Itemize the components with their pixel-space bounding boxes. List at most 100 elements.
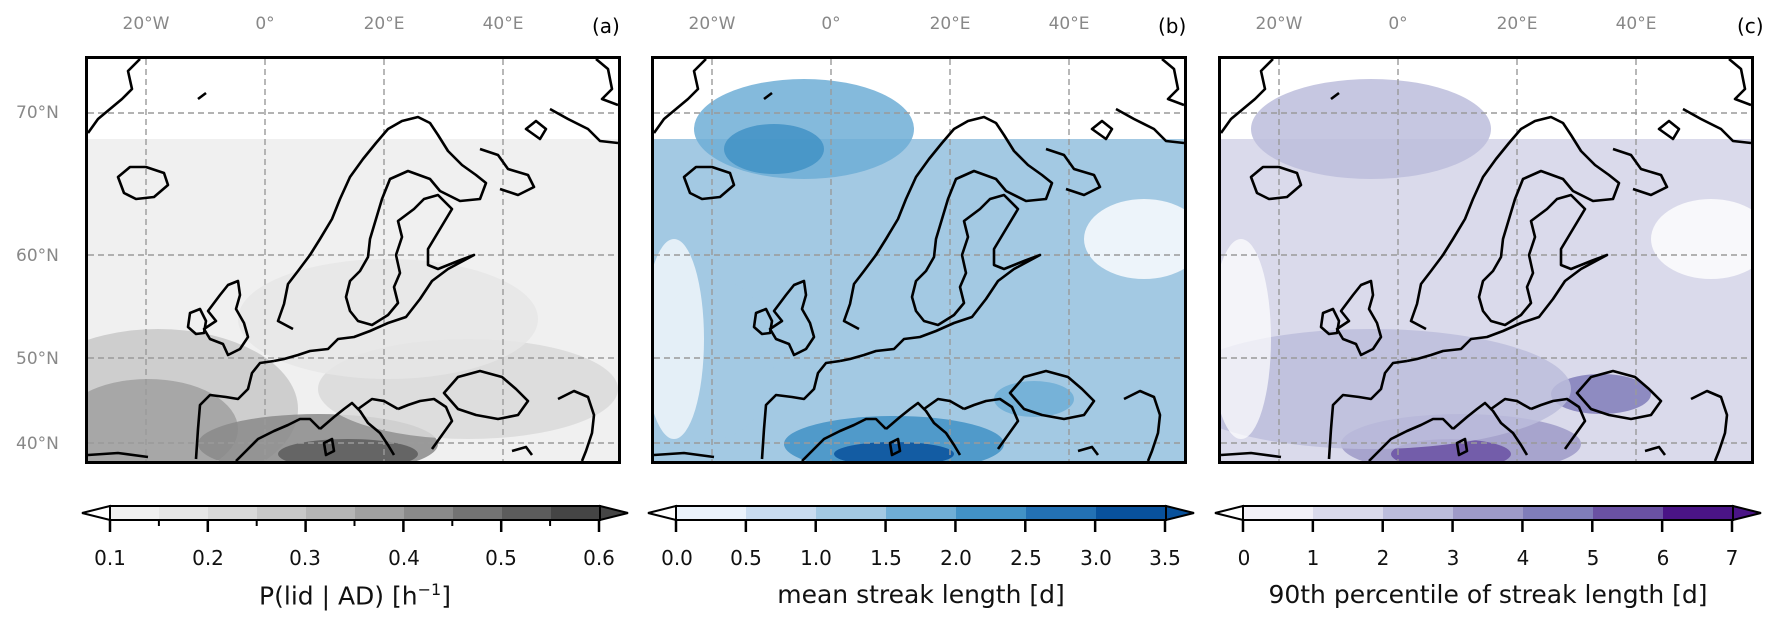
lon-label: 20°E: [929, 14, 971, 34]
colorbar-tick: 0.3: [289, 546, 321, 570]
coastline: [801, 417, 887, 461]
panel-b: 20°W 0° 20°E 40°E (b) 0.0 0.5 1.0 1.5 2.…: [566, 0, 1195, 635]
colorbar-outline: [1242, 505, 1734, 521]
coastline: [1690, 389, 1729, 461]
no-data-region: [1651, 199, 1751, 279]
coastline: [1221, 59, 1274, 134]
colorbar-outline: [675, 505, 1167, 521]
coastline: [1682, 107, 1751, 145]
lon-label: 40°E: [482, 14, 524, 34]
coastline: [963, 397, 1020, 450]
colorbar: [1214, 504, 1762, 532]
coastline: [682, 165, 736, 201]
colorbar-tick: 0.1: [94, 546, 126, 570]
coastline: [1530, 397, 1587, 450]
colorbar-extend-max: [1732, 504, 1762, 522]
colorbar-segment: [956, 506, 1027, 520]
no-data-region: [1221, 239, 1271, 439]
coastline: [1330, 91, 1340, 101]
colorbar-segment: [1026, 506, 1097, 520]
colorbar-tick: 1: [1306, 546, 1320, 570]
coastline: [397, 397, 454, 450]
coastline: [479, 147, 536, 197]
coastline: [1368, 417, 1454, 461]
map-field: [88, 59, 618, 461]
coastline: [1123, 389, 1162, 461]
coastline: [760, 359, 841, 460]
colorbar-tick: 3: [1446, 546, 1460, 570]
coastline: [1319, 307, 1341, 336]
colorbar-tick: 6: [1656, 546, 1670, 570]
coastline: [88, 451, 149, 459]
colorbar-label: mean streak length [d]: [777, 580, 1065, 609]
colorbar-tick: 0: [1237, 546, 1251, 570]
coastline: [273, 115, 488, 363]
field-region: [278, 439, 418, 461]
lon-label: 20°E: [363, 14, 405, 34]
colorbar-extend-min: [81, 504, 111, 522]
coastline: [1249, 165, 1303, 201]
colorbar-tick: 0.5: [485, 546, 517, 570]
colorbar-segment: [502, 506, 552, 520]
lat-label: 40°N: [16, 434, 59, 454]
lon-label: 40°E: [1615, 14, 1657, 34]
colorbar: [81, 504, 629, 532]
coastline: [1221, 451, 1282, 459]
map-field: [654, 59, 1184, 461]
coastline: [1612, 147, 1669, 197]
colorbar-segment: [1663, 506, 1734, 520]
colorbar-tick: 2.0: [940, 546, 972, 570]
coastline: [186, 307, 208, 336]
coastline: [1008, 369, 1096, 421]
coastline: [654, 59, 707, 134]
map-field: [1221, 59, 1751, 461]
coastline: [197, 91, 207, 101]
coastline: [88, 59, 141, 134]
colorbar-tick: 4: [1516, 546, 1530, 570]
coastline: [923, 397, 965, 411]
colorbar-segment: [551, 506, 601, 520]
colorbar-segment: [1096, 506, 1167, 520]
map-frame: [85, 56, 621, 464]
colorbar-label: 90th percentile of streak length [d]: [1268, 580, 1708, 609]
field-region: [834, 442, 954, 461]
coastline: [1335, 279, 1383, 357]
field-region: [1251, 79, 1491, 179]
lat-label: 50°N: [16, 349, 59, 369]
colorbar-segment: [404, 506, 454, 520]
map-frame: [1218, 56, 1754, 464]
colorbar-tick: 0.4: [388, 546, 420, 570]
lon-label: 20°E: [1496, 14, 1538, 34]
coastline: [839, 115, 1054, 363]
colorbar: [647, 504, 1195, 532]
panel-label: (c): [1737, 14, 1764, 38]
coastline: [1644, 445, 1667, 456]
coastline: [1455, 437, 1469, 457]
coastline: [888, 437, 902, 457]
colorbar-segment: [816, 506, 887, 520]
lon-label: 0°: [821, 14, 841, 34]
field-region: [724, 124, 824, 174]
colorbar-segment: [355, 506, 405, 520]
coastline: [511, 445, 534, 456]
colorbar-segment: [1243, 506, 1314, 520]
colorbar-segment: [453, 506, 503, 520]
colorbar-segment: [1453, 506, 1524, 520]
coastline: [524, 119, 548, 141]
coastline: [1115, 107, 1184, 145]
colorbar-label: P(lid | AD) [h−1]: [259, 580, 451, 611]
coastline: [763, 91, 773, 101]
coastline: [1490, 397, 1532, 411]
field-region: [238, 259, 538, 379]
lat-label: 70°N: [16, 103, 59, 123]
colorbar-segment: [746, 506, 817, 520]
colorbar-tick: 0.2: [192, 546, 224, 570]
colorbar-tick: 0.0: [661, 546, 693, 570]
field-region: [1221, 329, 1571, 449]
panel-label: (a): [592, 14, 620, 38]
no-data-region: [1084, 199, 1184, 279]
colorbar-tick: 5: [1586, 546, 1600, 570]
coastline: [1575, 369, 1663, 421]
coastline: [1077, 445, 1100, 456]
colorbar-tick: 0.5: [730, 546, 762, 570]
